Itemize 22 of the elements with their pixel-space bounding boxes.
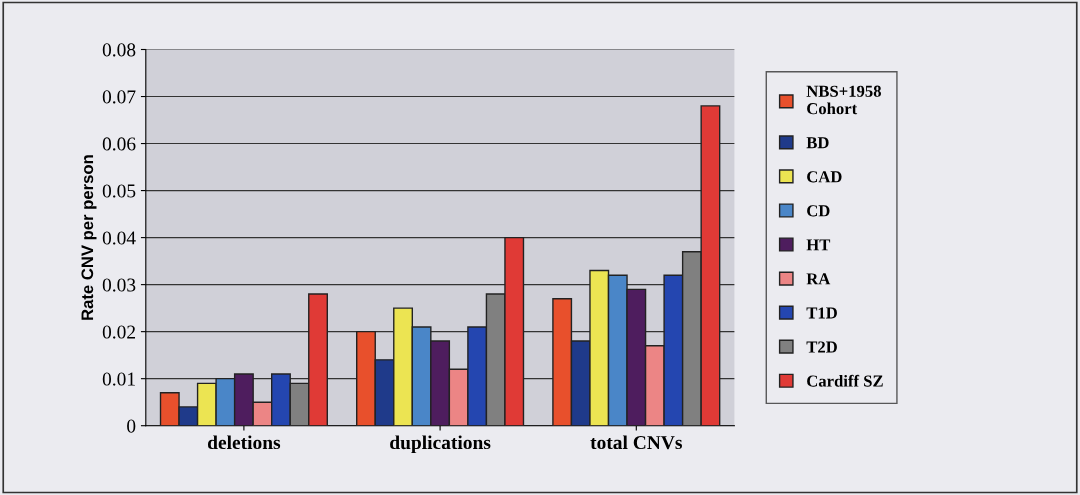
y-tick-label: 0.04 <box>102 231 136 245</box>
y-tick-label: 0.02 <box>102 325 136 339</box>
y-tick-label: 0.05 <box>102 184 136 198</box>
legend-label: Cardiff SZ <box>807 374 883 387</box>
y-tick-label: 0 <box>127 419 136 433</box>
y-axis-title: Rate CNV per person <box>81 155 97 320</box>
legend-label: HT <box>806 239 831 251</box>
legend-label: CAD <box>807 171 842 183</box>
y-tick-label: 0.03 <box>102 278 136 292</box>
legend-label: BD <box>806 137 829 149</box>
legend-label: NBS+1958 Cohort <box>806 85 881 115</box>
legend-label: T1D <box>806 307 837 319</box>
y-tick-label: 0.01 <box>102 372 135 386</box>
legend-label: T2D <box>806 341 837 353</box>
y-tick-label: 0.08 <box>102 43 136 57</box>
y-tick-label: 0.07 <box>102 90 136 104</box>
x-tick-label: duplications <box>390 435 491 454</box>
legend-label: RA <box>806 273 831 285</box>
legend-label: CD <box>807 205 830 217</box>
y-tick-label: 0.06 <box>102 137 136 151</box>
x-tick-label: total CNVs <box>590 435 682 450</box>
x-tick-label: deletions <box>207 435 281 450</box>
